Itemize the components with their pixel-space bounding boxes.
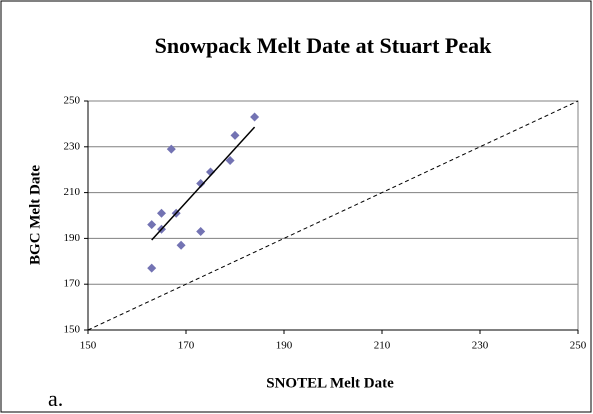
y-tick-label: 210 xyxy=(64,186,81,198)
trend-line xyxy=(151,126,256,241)
point xyxy=(147,263,157,273)
point xyxy=(196,227,206,237)
point xyxy=(230,130,240,140)
point xyxy=(147,220,157,230)
y-tick-label: 250 xyxy=(64,95,81,107)
point xyxy=(250,112,260,122)
x-tick-label: 190 xyxy=(276,340,293,352)
point xyxy=(157,208,166,218)
point xyxy=(225,156,235,166)
x-tick-label: 210 xyxy=(374,340,391,352)
annotation: a. xyxy=(48,386,63,411)
point xyxy=(206,167,215,177)
point xyxy=(196,178,206,188)
x-tick-label: 250 xyxy=(570,340,587,352)
y-tick-label: 150 xyxy=(64,324,81,336)
y-tick-label: 230 xyxy=(64,140,81,152)
chart-title: Snowpack Melt Date at Stuart Peak xyxy=(155,33,492,58)
y-tick-label: 190 xyxy=(64,232,81,244)
reference-line xyxy=(87,100,579,331)
point xyxy=(176,240,186,250)
y-tick-label: 170 xyxy=(64,278,81,290)
x-tick-label: 170 xyxy=(178,340,195,352)
x-tick-label: 150 xyxy=(80,340,97,352)
x-tick-label: 230 xyxy=(472,340,489,352)
x-axis-label: SNOTEL Melt Date xyxy=(266,375,394,391)
y-axis-label: BGC Melt Date xyxy=(27,165,43,265)
point xyxy=(166,144,176,154)
